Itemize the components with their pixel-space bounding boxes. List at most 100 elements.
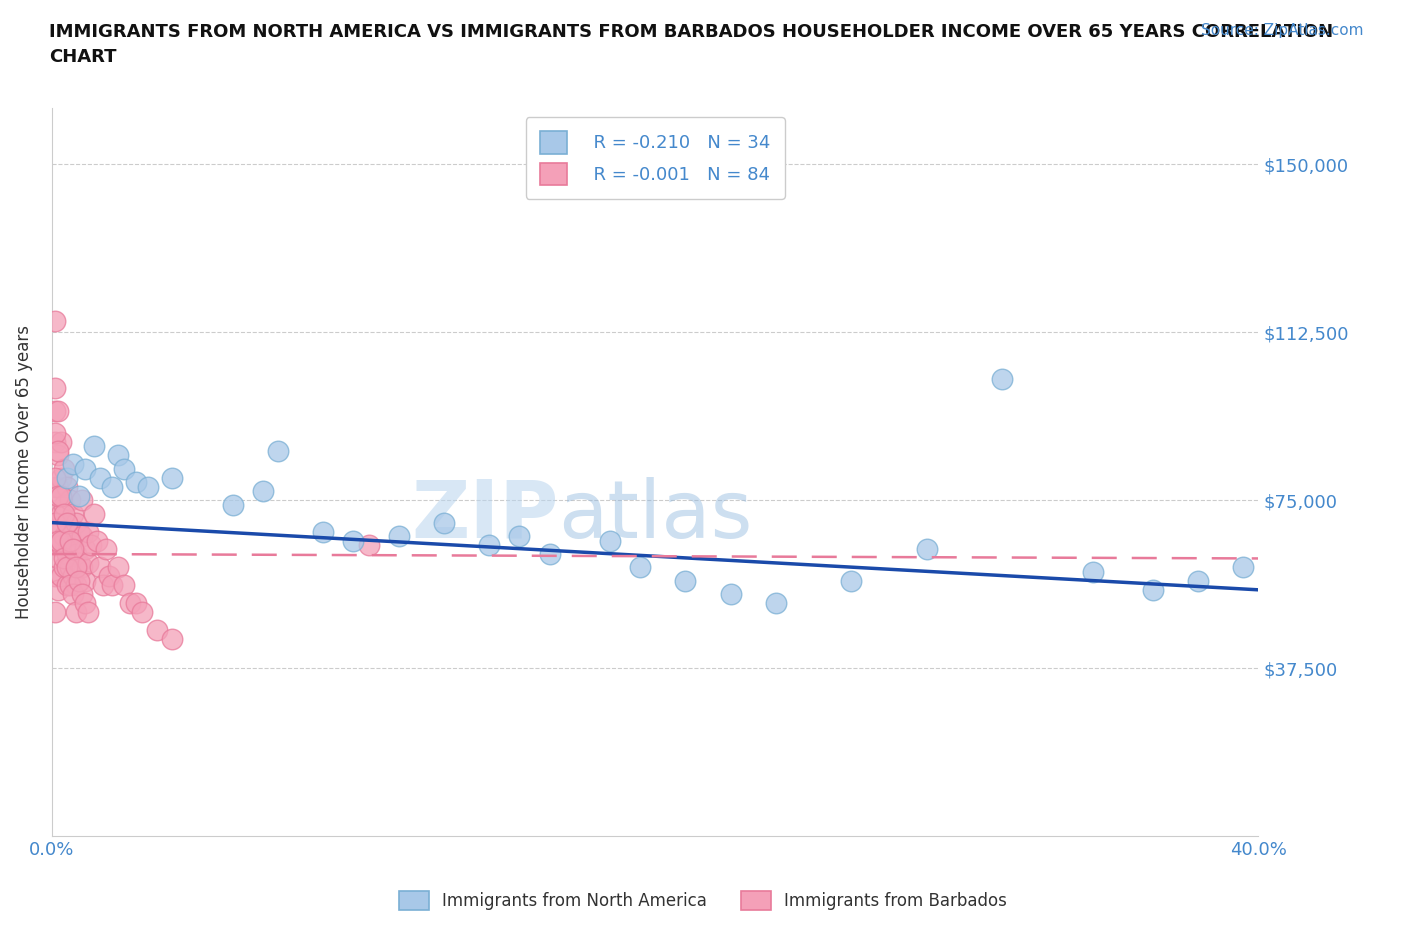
Point xyxy=(65,604,87,619)
Point xyxy=(1187,574,1209,589)
Point xyxy=(44,471,66,485)
Point xyxy=(107,560,129,575)
Point xyxy=(62,542,84,557)
Point xyxy=(65,560,87,575)
Point xyxy=(83,506,105,521)
Point xyxy=(112,578,135,592)
Point xyxy=(89,471,111,485)
Point xyxy=(52,498,75,512)
Point xyxy=(52,506,75,521)
Point xyxy=(478,538,501,552)
Point xyxy=(1081,565,1104,579)
Point xyxy=(70,493,93,508)
Point xyxy=(1142,582,1164,597)
Point xyxy=(67,525,90,539)
Text: ZIP: ZIP xyxy=(412,477,558,555)
Point xyxy=(44,604,66,619)
Y-axis label: Householder Income Over 65 years: Householder Income Over 65 years xyxy=(15,326,32,619)
Point xyxy=(252,484,274,498)
Point xyxy=(222,498,245,512)
Point xyxy=(98,569,121,584)
Point xyxy=(46,533,69,548)
Point xyxy=(56,471,79,485)
Point xyxy=(59,528,82,543)
Point xyxy=(73,574,96,589)
Point xyxy=(46,551,69,565)
Point xyxy=(839,574,862,589)
Point xyxy=(49,538,72,552)
Point xyxy=(89,560,111,575)
Point xyxy=(56,515,79,530)
Point xyxy=(538,547,561,562)
Point xyxy=(62,587,84,602)
Point xyxy=(65,578,87,592)
Point xyxy=(59,578,82,592)
Point xyxy=(70,528,93,543)
Point xyxy=(44,434,66,449)
Point xyxy=(67,488,90,503)
Legend:   R = -0.210   N = 34,   R = -0.001   N = 84: R = -0.210 N = 34, R = -0.001 N = 84 xyxy=(526,117,785,199)
Point xyxy=(56,578,79,592)
Point xyxy=(131,604,153,619)
Point xyxy=(628,560,651,575)
Point xyxy=(49,488,72,503)
Point xyxy=(67,555,90,570)
Point xyxy=(765,596,787,611)
Point xyxy=(49,569,72,584)
Point xyxy=(112,461,135,476)
Point xyxy=(56,479,79,494)
Point xyxy=(77,525,100,539)
Point xyxy=(67,574,90,589)
Point xyxy=(77,604,100,619)
Point xyxy=(70,587,93,602)
Point xyxy=(46,403,69,418)
Point xyxy=(44,403,66,418)
Point xyxy=(101,578,124,592)
Point xyxy=(136,479,159,494)
Point xyxy=(46,444,69,458)
Point xyxy=(52,560,75,575)
Point xyxy=(720,587,742,602)
Point xyxy=(49,434,72,449)
Point xyxy=(915,542,938,557)
Point xyxy=(52,461,75,476)
Point xyxy=(83,439,105,454)
Point xyxy=(991,372,1014,387)
Point xyxy=(46,479,69,494)
Point xyxy=(44,515,66,530)
Point xyxy=(46,515,69,530)
Point xyxy=(673,574,696,589)
Point xyxy=(73,542,96,557)
Point xyxy=(388,528,411,543)
Point xyxy=(508,528,530,543)
Point xyxy=(599,533,621,548)
Point xyxy=(44,569,66,584)
Point xyxy=(52,551,75,565)
Point xyxy=(52,528,75,543)
Point xyxy=(49,533,72,548)
Point xyxy=(59,493,82,508)
Point xyxy=(94,542,117,557)
Point xyxy=(62,457,84,472)
Point xyxy=(44,506,66,521)
Point xyxy=(59,560,82,575)
Point xyxy=(162,471,184,485)
Text: IMMIGRANTS FROM NORTH AMERICA VS IMMIGRANTS FROM BARBADOS HOUSEHOLDER INCOME OVE: IMMIGRANTS FROM NORTH AMERICA VS IMMIGRA… xyxy=(49,23,1333,66)
Point xyxy=(56,560,79,575)
Point xyxy=(91,578,114,592)
Point xyxy=(44,426,66,441)
Point xyxy=(65,547,87,562)
Point xyxy=(62,506,84,521)
Point xyxy=(433,515,456,530)
Point xyxy=(62,569,84,584)
Point xyxy=(73,461,96,476)
Point xyxy=(56,515,79,530)
Point xyxy=(101,479,124,494)
Point xyxy=(46,582,69,597)
Point xyxy=(125,596,148,611)
Point xyxy=(357,538,380,552)
Point xyxy=(146,623,169,638)
Point xyxy=(120,596,142,611)
Point xyxy=(59,533,82,548)
Point xyxy=(162,631,184,646)
